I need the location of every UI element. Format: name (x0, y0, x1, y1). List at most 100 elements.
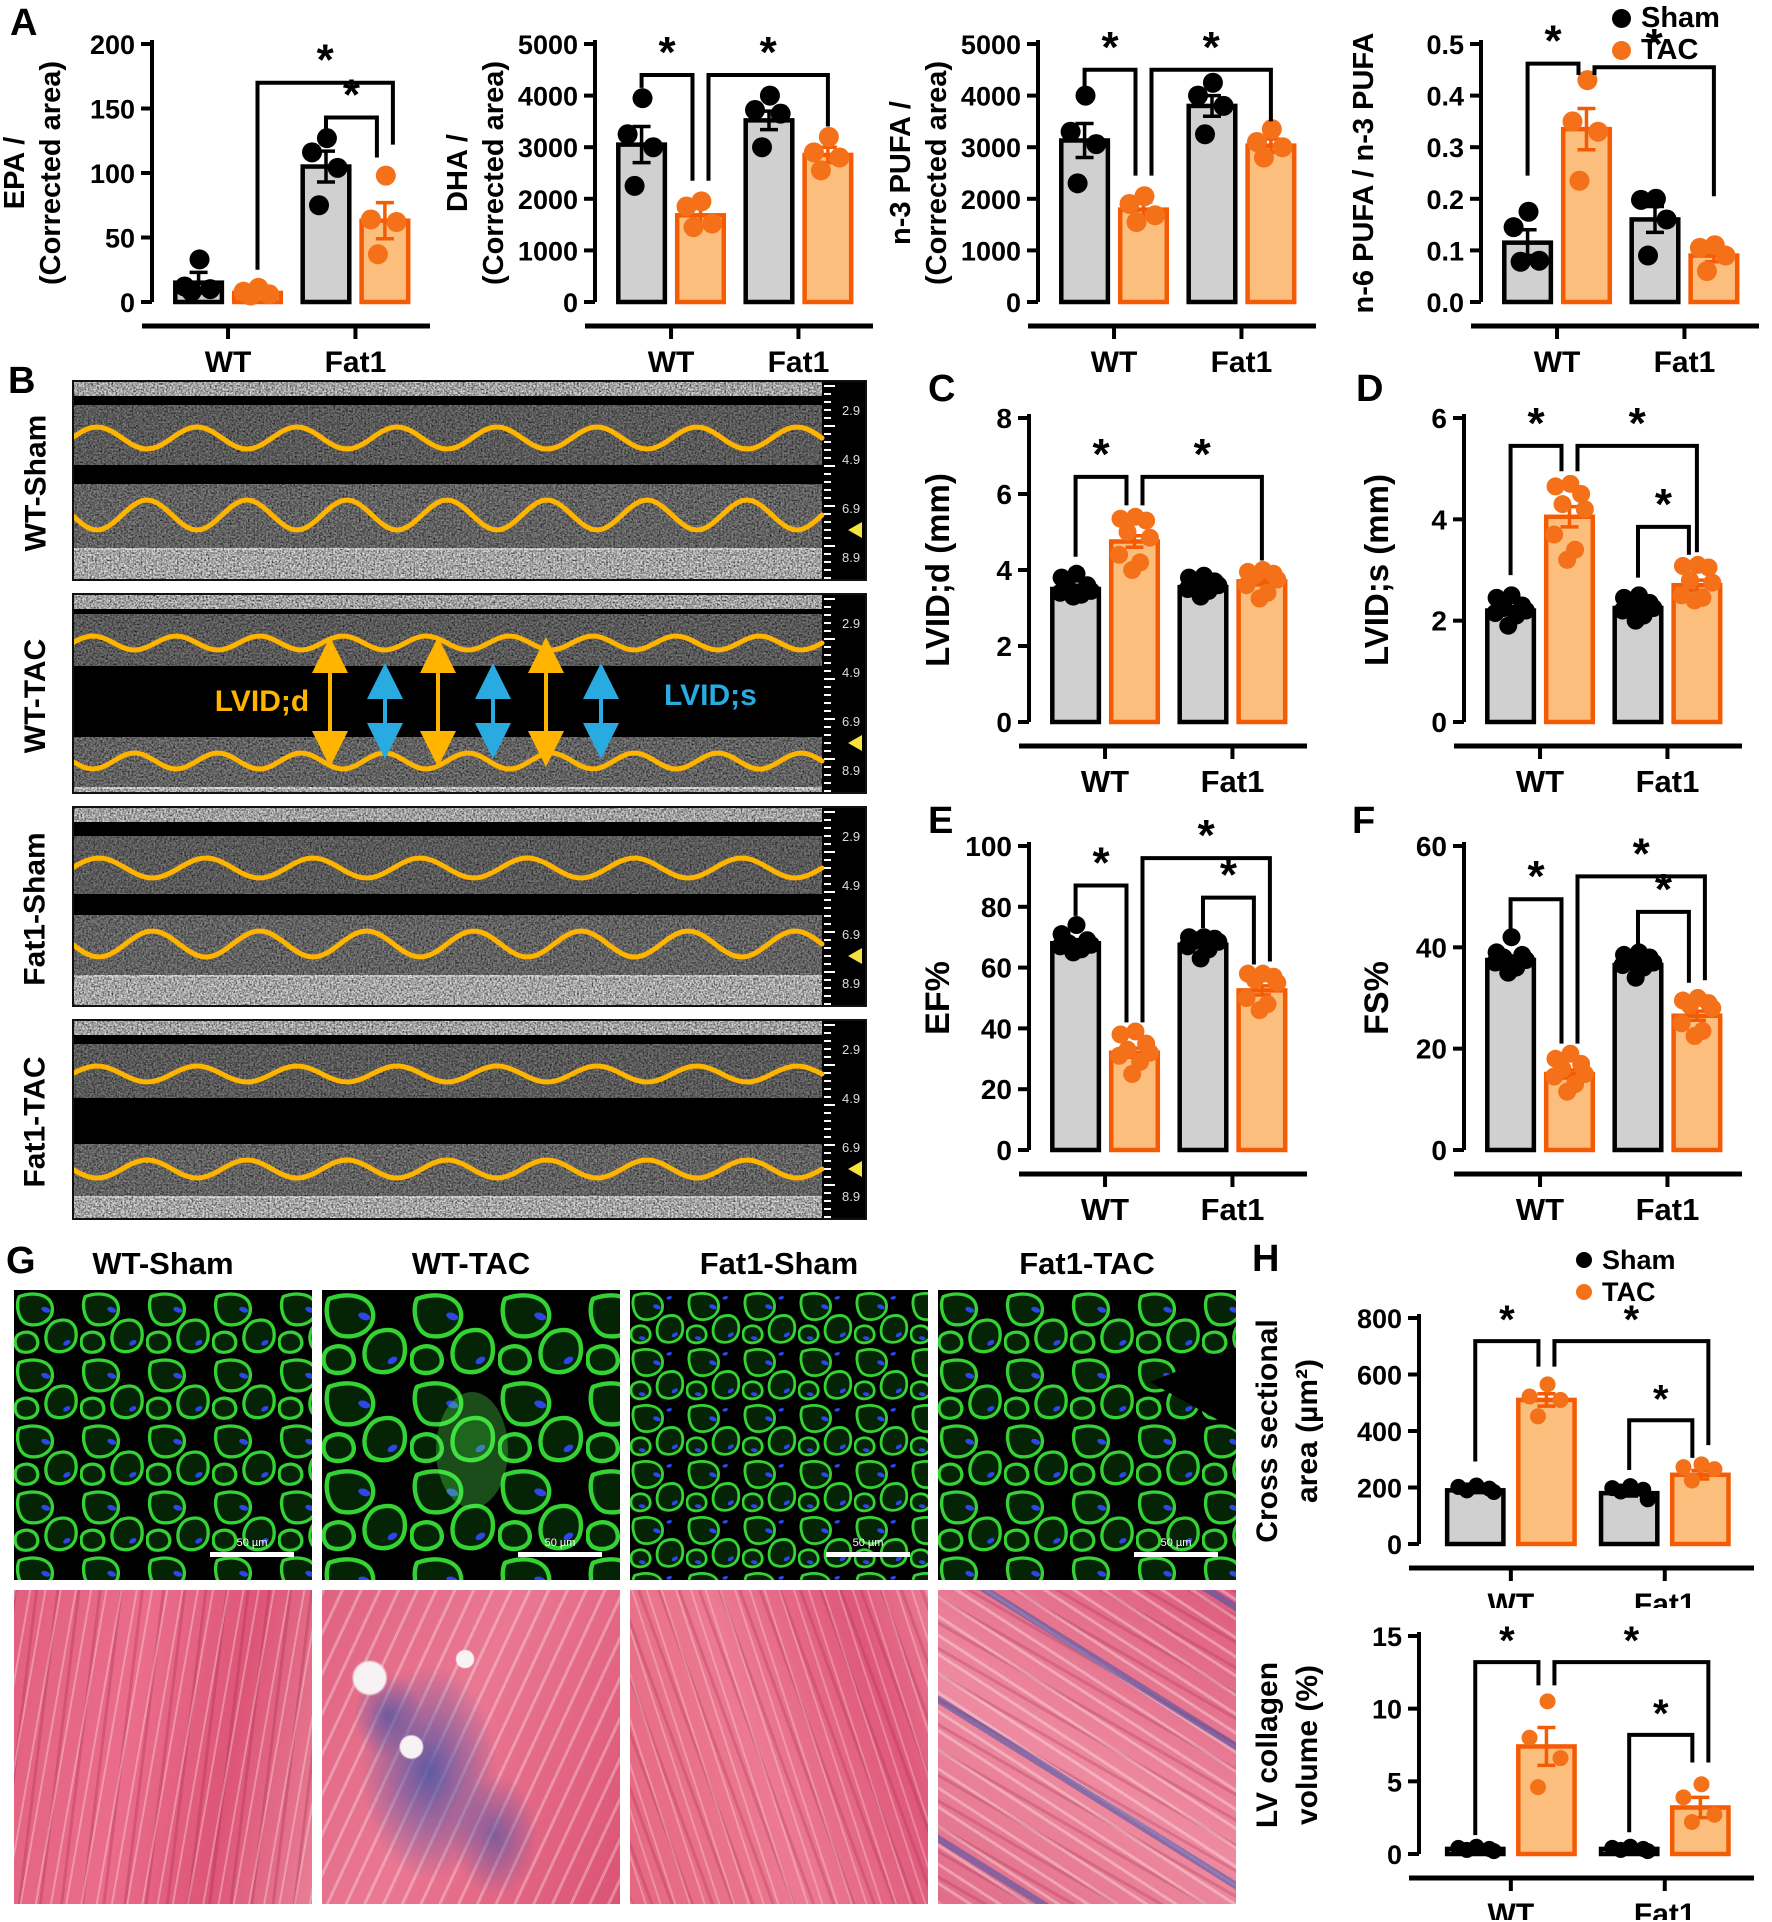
svg-text:20: 20 (981, 1074, 1012, 1105)
echo-label-wt-sham: WT-Sham (19, 414, 53, 551)
svg-text:WT: WT (1091, 346, 1138, 374)
svg-text:*: * (1527, 852, 1545, 901)
svg-text:WT: WT (1081, 1192, 1129, 1227)
svg-text:5000: 5000 (518, 30, 578, 60)
echo-image-fat1-tac: 2.9 4.9 6.9 8.9 (69, 1018, 867, 1225)
chart-fs: 0 20 40 60 FS% WT Fat1 * * * (1344, 806, 1768, 1241)
svg-text:*: * (343, 71, 361, 120)
wga-image-fat1-tac: 50 µm (938, 1290, 1236, 1580)
svg-text:0.4: 0.4 (1426, 82, 1464, 112)
panel-letter-e: E (928, 800, 954, 842)
svg-text:Fat1: Fat1 (1201, 1192, 1265, 1227)
svg-text:*: * (1544, 17, 1562, 66)
svg-text:2.9: 2.9 (842, 1042, 860, 1057)
panel-letter-h: H (1252, 1238, 1280, 1280)
svg-text:*: * (1624, 1298, 1640, 1342)
svg-text:200: 200 (1357, 1474, 1402, 1504)
svg-text:2000: 2000 (961, 185, 1021, 215)
legend-item-sham: Sham (1576, 1244, 1676, 1276)
svg-text:600: 600 (1357, 1361, 1402, 1391)
svg-text:n-6 PUFA / n-3 PUFA: n-6 PUFA / n-3 PUFA (1348, 33, 1380, 314)
svg-text:2.9: 2.9 (842, 829, 860, 844)
svg-text:0.5: 0.5 (1426, 30, 1464, 60)
svg-text:LV collagen: LV collagen (1251, 1662, 1284, 1828)
svg-text:8.9: 8.9 (842, 550, 860, 565)
svg-text:80: 80 (981, 892, 1012, 923)
svg-text:*: * (1203, 23, 1221, 72)
svg-text:0: 0 (1431, 707, 1447, 738)
tac-dot-icon (1576, 1284, 1592, 1300)
histology-column-label-wt-tac: WT-TAC (411, 1246, 531, 1281)
echo-image-wt-tac: LVID;d LVID;s 2.9 4.9 6.9 8.9 (69, 592, 867, 799)
svg-text:60: 60 (981, 953, 1012, 984)
svg-text:*: * (1499, 1298, 1515, 1342)
svg-text:2: 2 (996, 631, 1012, 662)
svg-text:4: 4 (1431, 504, 1447, 535)
svg-text:*: * (658, 28, 676, 77)
svg-text:Fat1: Fat1 (768, 346, 830, 374)
svg-text:0: 0 (1431, 1135, 1447, 1166)
panel-h-quantification: 0 200 400 600 800 Cross sectional area (µm²) WT… (1245, 1244, 1772, 1922)
svg-text:Fat1: Fat1 (1634, 1898, 1696, 1920)
panel-b-echocardiograms: WT-Sham 2.9 4.9 6.9 8.9 WT-TAC LVID;d LVID;s… (0, 379, 910, 1234)
svg-text:0.2: 0.2 (1426, 185, 1464, 215)
svg-text:LVID;d (mm): LVID;d (mm) (919, 473, 956, 667)
svg-text:(Corrected area): (Corrected area) (35, 61, 67, 285)
svg-text:50 µm: 50 µm (1161, 1537, 1192, 1549)
svg-text:6.9: 6.9 (842, 501, 860, 516)
svg-text:100: 100 (965, 831, 1012, 862)
svg-text:Fat1: Fat1 (1654, 346, 1716, 374)
svg-text:Fat1: Fat1 (1211, 346, 1273, 374)
svg-text:4.9: 4.9 (842, 452, 860, 467)
svg-text:8: 8 (996, 403, 1012, 434)
chart-cross-sectional-area: 0 200 400 600 800 Cross sectional area (µm²) WT… (1249, 1288, 1766, 1621)
panel-letter-f: F (1352, 800, 1376, 842)
svg-text:0: 0 (1006, 288, 1021, 318)
panel-letter-c: C (928, 368, 956, 410)
svg-text:2.9: 2.9 (842, 616, 860, 631)
svg-text:EPA /: EPA / (0, 137, 31, 210)
svg-text:0: 0 (996, 1135, 1012, 1166)
svg-text:800: 800 (1357, 1304, 1402, 1334)
chart-ef: 0 20 40 60 80 100 EF% WT Fat1 * * * (905, 806, 1333, 1241)
chart-epa: 0 50 100 150 200 EPA / (Corrected area) WT Fat1 *… (0, 0, 443, 379)
echo-row-wt-sham: WT-Sham 2.9 4.9 6.9 8.9 (0, 379, 867, 583)
wga-image-fat1-sham: 50 µm (630, 1290, 928, 1580)
svg-text:LVID;s: LVID;s (664, 679, 757, 712)
svg-text:*: * (760, 28, 778, 77)
svg-text:*: * (1101, 23, 1119, 72)
svg-text:Fat1: Fat1 (325, 346, 387, 374)
panel-g-histology: WT-Sham WT-TAC Fat1-Sham Fat1-TAC 50 µm … (0, 1244, 1245, 1922)
svg-text:*: * (1624, 1619, 1640, 1663)
svg-text:4: 4 (996, 555, 1012, 586)
chart-lv-collagen: 0 5 10 15 LV collagen volume (%) WT Fat1 * * * (1249, 1608, 1766, 1922)
svg-text:WT: WT (1081, 764, 1129, 799)
svg-text:40: 40 (1416, 932, 1447, 963)
svg-text:*: * (1629, 399, 1647, 448)
svg-text:400: 400 (1357, 1417, 1402, 1447)
sham-dot-icon (1612, 8, 1631, 28)
svg-text:WT: WT (205, 346, 252, 374)
svg-text:2000: 2000 (518, 185, 578, 215)
svg-text:n-3 PUFA /: n-3 PUFA / (886, 101, 917, 245)
echo-label-fat1-sham: Fat1-Sham (19, 831, 52, 986)
svg-text:*: * (1092, 839, 1110, 888)
svg-text:WT: WT (1488, 1588, 1535, 1608)
panel-a-fatty-acid-charts: 0 50 100 150 200 EPA / (Corrected area) WT Fat1 *… (0, 0, 1772, 379)
echo-image-fat1-sham: 2.9 4.9 6.9 8.9 (69, 805, 867, 1012)
wga-image-wt-sham: 50 µm (14, 1290, 312, 1580)
chart-dha: 0 1000 2000 3000 4000 5000 DHA / (Corrected are… (442, 0, 886, 379)
svg-text:*: * (1655, 480, 1673, 529)
svg-text:6: 6 (1431, 403, 1447, 434)
svg-text:10: 10 (1372, 1695, 1402, 1725)
panel-letter-g: G (6, 1240, 36, 1282)
svg-text:FS%: FS% (1358, 961, 1396, 1035)
svg-text:Fat1: Fat1 (1636, 1192, 1700, 1227)
svg-text:*: * (1092, 430, 1110, 479)
svg-text:WT: WT (1516, 1192, 1564, 1227)
sham-dot-icon (1576, 1252, 1592, 1268)
svg-text:4000: 4000 (518, 82, 578, 112)
svg-text:4.9: 4.9 (842, 1091, 860, 1106)
svg-text:area (µm²): area (µm²) (1291, 1359, 1324, 1503)
svg-text:LVID;s (mm): LVID;s (mm) (1358, 474, 1395, 666)
